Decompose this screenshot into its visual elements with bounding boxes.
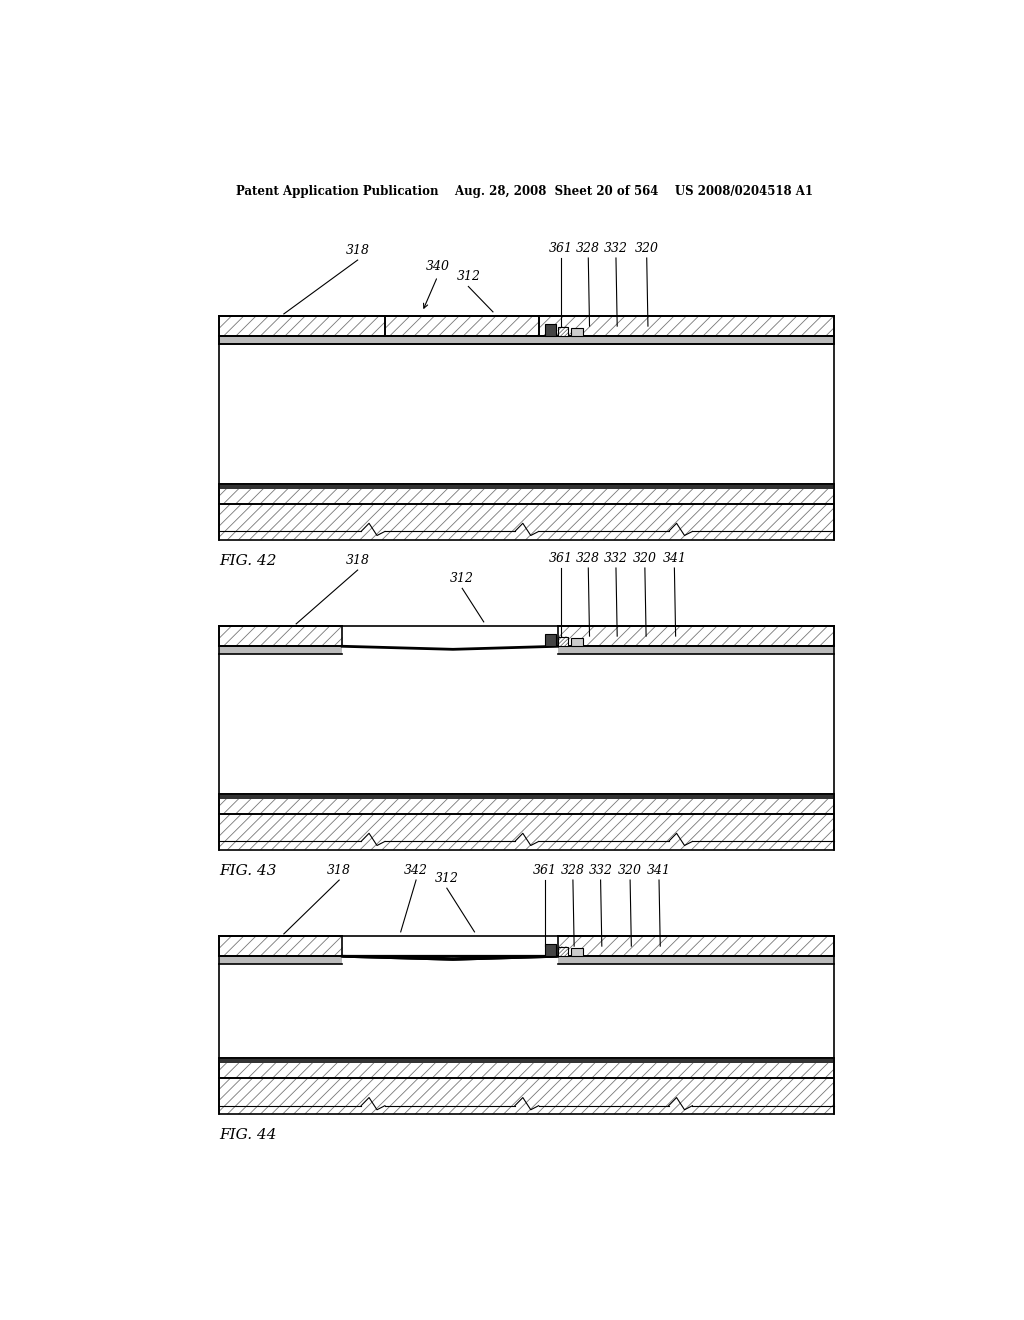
Bar	[219, 483, 835, 504]
Bar	[558, 946, 568, 956]
Bar	[570, 638, 583, 647]
Bar	[219, 483, 835, 488]
Bar	[219, 626, 342, 647]
Bar	[539, 315, 835, 337]
Text: 312: 312	[457, 271, 480, 284]
Text: 312: 312	[451, 573, 474, 585]
Bar	[385, 315, 539, 337]
Bar	[545, 944, 556, 956]
Bar	[219, 483, 835, 504]
Bar	[385, 315, 539, 337]
Bar	[558, 326, 568, 337]
Text: 361: 361	[549, 552, 572, 565]
Bar	[219, 936, 342, 956]
Bar	[558, 636, 568, 647]
Bar	[219, 315, 385, 337]
Bar	[539, 315, 835, 337]
Text: FIG. 44: FIG. 44	[219, 1129, 276, 1142]
Text: 320: 320	[635, 242, 658, 255]
Bar	[558, 326, 568, 337]
Text: 318: 318	[328, 865, 351, 876]
Text: 361: 361	[534, 865, 557, 876]
Bar	[557, 956, 835, 965]
Text: 341: 341	[647, 865, 671, 876]
Bar	[557, 936, 835, 956]
Bar	[570, 327, 583, 337]
Bar	[219, 337, 835, 345]
Bar	[219, 814, 835, 850]
Text: 328: 328	[577, 552, 600, 565]
Text: 340: 340	[426, 260, 450, 273]
Text: 318: 318	[346, 244, 370, 257]
Text: 341: 341	[663, 552, 686, 565]
Text: Patent Application Publication    Aug. 28, 2008  Sheet 20 of 564    US 2008/0204: Patent Application Publication Aug. 28, …	[237, 185, 813, 198]
Bar	[557, 626, 835, 647]
Text: 332: 332	[604, 552, 628, 565]
Bar	[219, 793, 835, 799]
Text: 318: 318	[346, 554, 370, 568]
Bar	[545, 325, 556, 337]
Text: 320: 320	[633, 552, 656, 565]
Text: 328: 328	[561, 865, 585, 876]
Text: FIG. 43: FIG. 43	[219, 865, 276, 878]
Text: 332: 332	[589, 865, 612, 876]
Text: 328: 328	[577, 242, 600, 255]
Bar	[219, 814, 835, 850]
Bar	[557, 626, 835, 647]
Polygon shape	[342, 956, 557, 960]
Bar	[219, 504, 835, 540]
Text: 312: 312	[435, 873, 459, 886]
Text: 361: 361	[549, 242, 572, 255]
Bar	[219, 626, 342, 647]
Bar	[558, 946, 568, 956]
Bar	[219, 936, 342, 956]
Bar	[557, 647, 835, 655]
Bar	[558, 636, 568, 647]
Bar	[219, 647, 342, 655]
Bar	[219, 793, 835, 814]
Bar	[219, 315, 385, 337]
Bar	[219, 793, 835, 814]
Text: 332: 332	[604, 242, 628, 255]
Bar	[219, 1078, 835, 1114]
Bar	[545, 634, 556, 647]
Text: 342: 342	[404, 865, 428, 876]
Bar	[570, 948, 583, 956]
Bar	[557, 936, 835, 956]
Bar	[219, 504, 835, 540]
Bar	[219, 1057, 835, 1063]
Text: FIG. 42: FIG. 42	[219, 554, 276, 568]
Bar	[219, 956, 342, 965]
Bar	[219, 1057, 835, 1078]
Bar	[219, 1057, 835, 1078]
Bar	[219, 1078, 835, 1114]
Text: 320: 320	[618, 865, 642, 876]
